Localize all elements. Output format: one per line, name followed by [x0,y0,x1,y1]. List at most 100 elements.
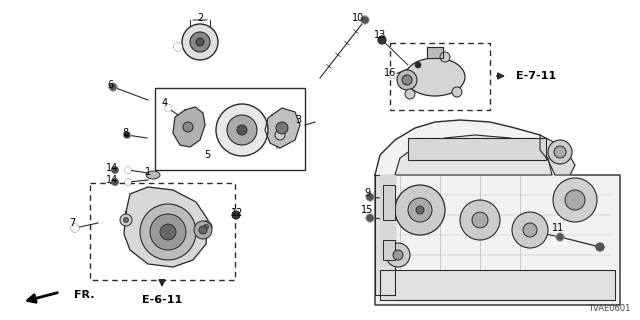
Circle shape [556,233,564,241]
Polygon shape [173,107,205,147]
Circle shape [109,84,116,91]
Bar [390,43,490,110]
Circle shape [460,200,500,240]
Circle shape [200,221,212,233]
Circle shape [548,140,572,164]
Circle shape [565,190,585,210]
Circle shape [386,243,410,267]
Circle shape [276,122,288,134]
Circle shape [124,132,130,138]
Circle shape [140,204,196,260]
Ellipse shape [405,58,465,96]
Circle shape [124,132,131,139]
Circle shape [393,250,403,260]
Circle shape [237,125,247,135]
Circle shape [275,130,285,140]
Bar [380,270,615,300]
Circle shape [109,83,117,91]
Circle shape [367,214,374,221]
Circle shape [190,32,210,52]
Text: 1: 1 [145,167,151,177]
Circle shape [556,233,564,241]
Circle shape [194,221,212,239]
Circle shape [227,115,257,145]
Text: 14: 14 [106,175,118,185]
Text: 15: 15 [361,205,373,215]
Circle shape [164,105,172,111]
Circle shape [164,105,172,111]
Text: 3: 3 [295,115,301,125]
Polygon shape [265,108,300,148]
Circle shape [216,104,268,156]
Circle shape [554,146,566,158]
Circle shape [232,211,240,219]
Circle shape [204,225,209,229]
Circle shape [440,52,450,62]
Polygon shape [380,175,395,265]
Text: 10: 10 [352,13,364,23]
Text: 2: 2 [197,13,203,23]
Circle shape [71,224,79,232]
Text: 9: 9 [364,188,370,198]
Circle shape [361,16,369,24]
Circle shape [109,83,117,91]
Circle shape [111,166,118,173]
Ellipse shape [146,171,160,179]
Circle shape [361,16,369,24]
Text: 6: 6 [107,80,113,90]
Text: 8: 8 [122,128,128,138]
Circle shape [415,62,421,68]
Text: 12: 12 [231,208,243,218]
Text: 14: 14 [106,163,118,173]
Circle shape [125,179,131,185]
Circle shape [366,193,374,201]
Circle shape [150,214,186,250]
Circle shape [124,218,129,222]
Text: E-7-11: E-7-11 [516,71,556,81]
Bar [155,88,305,170]
Text: 16: 16 [384,68,396,78]
Polygon shape [375,120,620,305]
Circle shape [174,43,182,51]
Text: 7: 7 [69,218,75,228]
Circle shape [405,89,415,99]
Bar [408,138,546,160]
Circle shape [523,223,537,237]
Circle shape [160,224,176,240]
Polygon shape [395,135,552,175]
Circle shape [71,224,79,232]
Text: 5: 5 [204,150,210,160]
Circle shape [362,17,369,23]
Circle shape [366,193,374,201]
Text: TVAE0601: TVAE0601 [588,304,630,313]
Circle shape [472,212,488,228]
Circle shape [125,167,131,173]
Circle shape [199,226,207,234]
Circle shape [416,206,424,214]
Circle shape [125,167,131,173]
Circle shape [367,194,374,201]
Text: 4: 4 [162,98,168,108]
Circle shape [378,36,386,44]
Polygon shape [540,135,575,175]
Circle shape [366,214,374,222]
Circle shape [408,198,432,222]
Circle shape [397,70,417,90]
Circle shape [512,212,548,248]
Circle shape [452,87,462,97]
Circle shape [390,71,397,78]
Circle shape [366,214,374,222]
Circle shape [111,179,118,186]
Text: FR.: FR. [74,290,95,300]
Circle shape [390,71,397,78]
Circle shape [553,178,597,222]
Bar [383,240,395,260]
Circle shape [596,243,604,251]
Circle shape [402,75,412,85]
Circle shape [182,24,218,60]
Polygon shape [124,187,208,267]
Bar [383,185,395,220]
Circle shape [557,234,563,241]
Circle shape [183,122,193,132]
Polygon shape [375,175,395,295]
